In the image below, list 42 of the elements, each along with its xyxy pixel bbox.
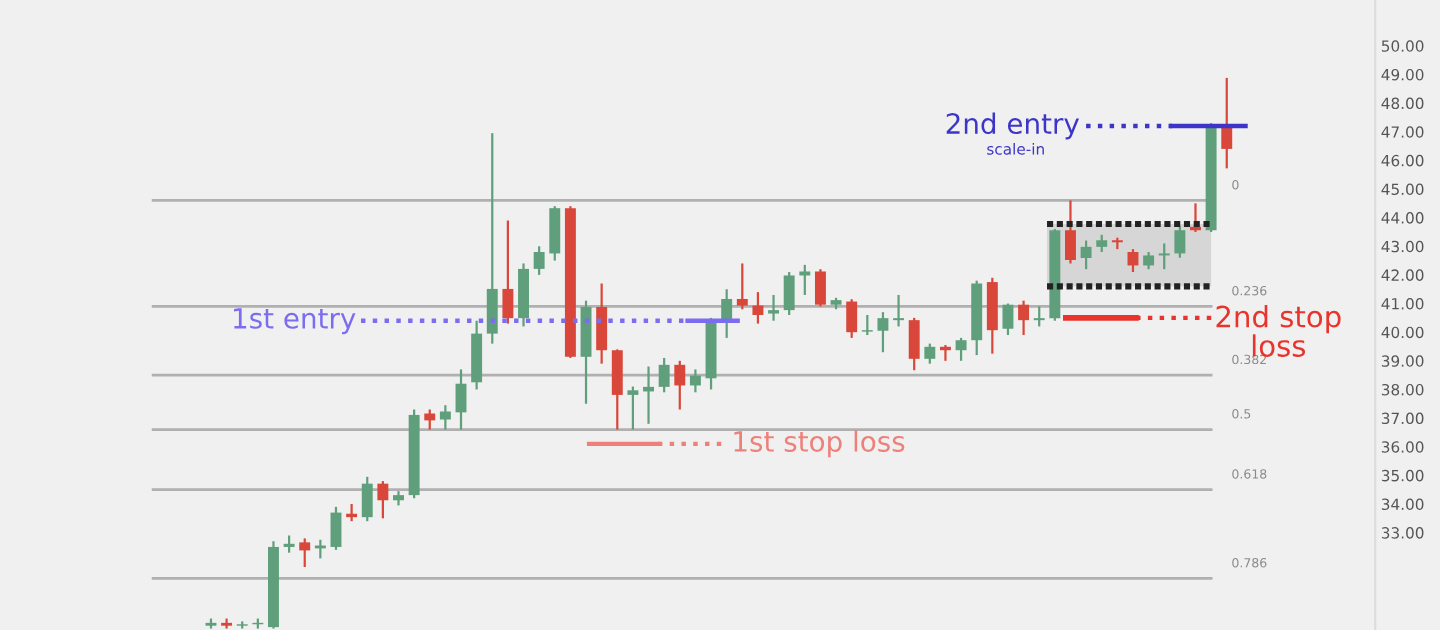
candlestick — [955, 336, 967, 362]
candlestick — [330, 505, 342, 551]
candlestick — [596, 282, 608, 365]
candlestick — [861, 313, 873, 337]
candlestick — [361, 475, 373, 523]
candlestick — [611, 348, 623, 431]
candlestick — [549, 205, 561, 262]
candlestick — [689, 368, 701, 394]
candlestick — [736, 262, 748, 311]
candlestick — [658, 356, 670, 394]
ref-line-label: 1st entry — [234, 308, 356, 335]
candlestick — [1221, 76, 1233, 170]
candlestick — [439, 404, 451, 431]
candlestick — [221, 617, 233, 630]
candlestick — [533, 245, 545, 277]
candlestick — [908, 316, 920, 372]
ref-line-label: 2nd entry — [946, 112, 1080, 140]
candlestick — [799, 263, 811, 297]
candlestick — [893, 293, 905, 328]
candlestick — [674, 359, 686, 411]
candlestick — [814, 268, 826, 308]
candlestick — [752, 290, 764, 325]
candlestick — [783, 270, 795, 317]
candlestick — [1065, 199, 1076, 265]
candlestick — [377, 479, 389, 520]
candlestick — [1174, 225, 1186, 259]
candlestick — [846, 298, 858, 340]
candlestick — [502, 219, 514, 325]
candlestick — [1080, 239, 1092, 271]
candlestick — [768, 293, 780, 322]
candlestick — [1002, 302, 1014, 337]
candlestick — [1033, 305, 1045, 328]
candlestick — [486, 132, 498, 345]
candlestick — [924, 342, 936, 365]
ref-line-label: 2nd stop loss — [1216, 304, 1341, 357]
candlestick — [721, 288, 733, 340]
candlestick — [1158, 242, 1170, 271]
candlestick — [299, 537, 311, 569]
ref-line-label: 1st stop loss — [734, 430, 905, 458]
candlestick — [1018, 299, 1030, 337]
candlestick — [877, 311, 889, 354]
candlestick — [627, 385, 639, 431]
